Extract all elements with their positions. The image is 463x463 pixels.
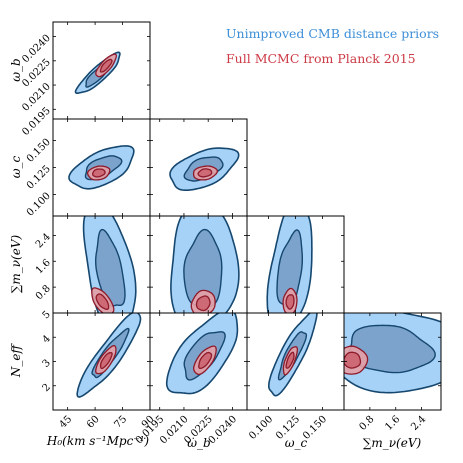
panel-omega_b-vs-H0	[74, 51, 121, 94]
red-inner-contour	[99, 351, 113, 370]
panel-omega_c-vs-omega_b	[169, 147, 240, 191]
y-axis-label-omega_c: ω_c	[9, 155, 23, 178]
x-axis-label-H0: H₀(km s⁻¹Mpc⁻¹)	[46, 434, 150, 448]
x-tick-label-H0: 45	[58, 414, 75, 431]
panel-N_eff-vs-omega_c	[268, 313, 318, 397]
panel-sum_mnu-vs-omega_c	[266, 216, 313, 313]
blue-inner-contour	[276, 229, 303, 310]
panel-N_eff-vs-sum_mnu	[344, 313, 441, 394]
legend-entry-full-mcmc: Full MCMC from Planck 2015	[226, 51, 416, 66]
red-inner-contour	[197, 168, 213, 178]
y-tick-label-omega_c: 0.125	[25, 164, 53, 192]
x-tick-label-H0: 60	[85, 414, 102, 431]
red-inner-contour	[99, 58, 113, 73]
x-axis-label-omega_c: ω_c	[285, 436, 308, 450]
y-axis-label-sum_mnu: ∑m_ν(eV)	[9, 234, 23, 293]
y-tick-label-omega_c: 0.100	[25, 191, 53, 219]
red-inner-contour	[92, 168, 106, 178]
x-tick-label-omega_c: 0.100	[247, 414, 275, 442]
panel-sum_mnu-vs-H0	[82, 216, 137, 313]
red-inner-contour	[285, 351, 295, 369]
x-tick-label-sum_mnu: 0.8	[357, 414, 376, 433]
legend-entry-unimproved-cmb: Unimproved CMB distance priors	[226, 26, 440, 41]
x-tick-label-sum_mnu: 2.4	[409, 414, 428, 433]
x-tick-label-H0: 75	[112, 414, 129, 431]
y-tick-label-sum_mnu: 1.6	[34, 257, 53, 276]
y-tick-label-N_eff: 5	[41, 309, 53, 321]
y-tick-label-sum_mnu: 0.8	[34, 283, 53, 302]
panel-N_eff-vs-omega_b	[165, 313, 239, 395]
red-inner-contour	[285, 294, 295, 310]
red-inner-contour	[195, 295, 211, 312]
y-axis-label-omega_b: ω_b	[9, 58, 23, 81]
panel-N_eff-vs-H0	[76, 313, 142, 398]
panel-sum_mnu-vs-omega_b	[170, 216, 240, 313]
panel-omega_c-vs-H0	[68, 145, 135, 190]
y-tick-label-N_eff: 2	[41, 382, 53, 394]
y-tick-label-omega_c: 0.150	[25, 137, 53, 165]
red-inner-contour	[198, 351, 213, 370]
y-tick-label-sum_mnu: 2.4	[34, 232, 53, 251]
x-axis-label-sum_mnu: ∑m_ν(eV)	[363, 436, 422, 450]
red-inner-contour	[344, 351, 362, 369]
y-axis-label-N_eff: N_eff	[9, 342, 23, 378]
x-axis-label-omega_b: ω_b	[187, 436, 210, 450]
red-inner-contour	[95, 293, 110, 310]
blue-inner-contour	[183, 228, 223, 308]
x-tick-label-sum_mnu: 1.6	[383, 414, 402, 433]
y-tick-label-N_eff: 4	[41, 333, 53, 345]
y-tick-label-N_eff: 3	[41, 358, 53, 370]
